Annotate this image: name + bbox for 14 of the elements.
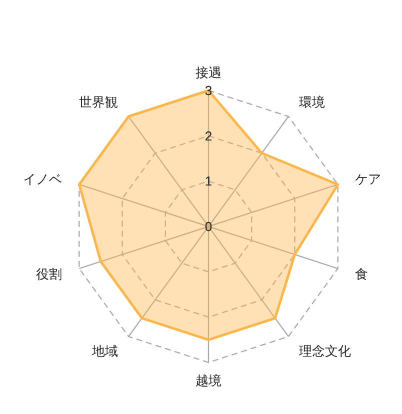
y-tick-label: 0 [204,219,212,234]
spoke-label: 地域 [90,344,118,359]
spoke-label: 世界観 [78,94,118,110]
spoke-label: 接遇 [196,65,222,80]
y-tick-label: 2 [204,128,212,144]
spoke-label: 環境 [299,94,326,110]
spoke-label: イノベ [23,171,62,186]
spoke-label: 越境 [196,373,222,388]
spoke-label: 理念文化 [299,344,352,359]
spoke-label: ケア [354,171,381,186]
spoke-label: 食 [354,266,368,282]
y-tick-label: 3 [204,83,212,98]
spoke-label: 役割 [36,266,62,282]
y-tick-label: 1 [204,174,212,189]
